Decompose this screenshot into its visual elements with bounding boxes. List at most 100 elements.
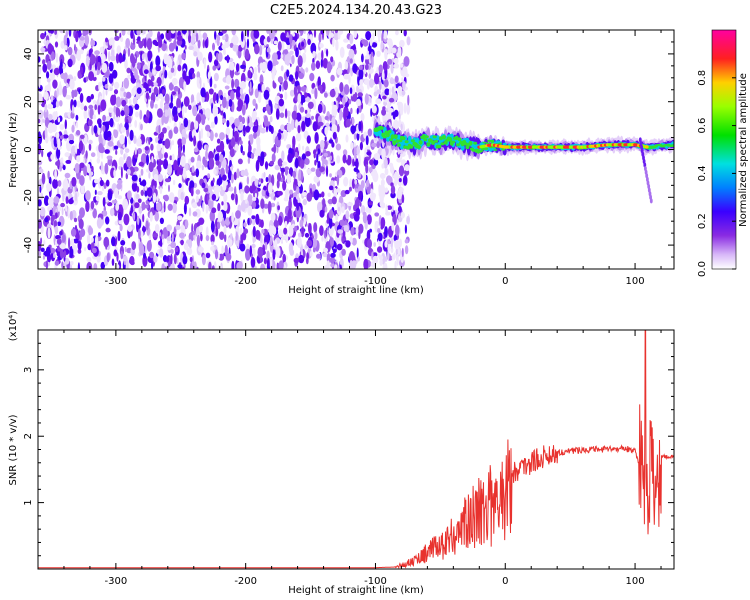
spectrogram-noise-blob bbox=[45, 246, 51, 257]
spectrogram-noise-blob bbox=[281, 150, 285, 162]
spectrogram-noise-blob bbox=[235, 193, 238, 206]
spectrogram-noise-blob bbox=[275, 135, 279, 147]
spectrogram-noise-blob bbox=[304, 109, 308, 114]
spectrogram-noise-blob bbox=[234, 186, 237, 197]
spectrogram-noise-blob bbox=[294, 225, 298, 232]
spectrogram-noise-blob bbox=[121, 30, 126, 36]
spectrogram-noise-blob bbox=[222, 118, 227, 124]
spectrogram-noise-blob bbox=[361, 39, 367, 45]
spectrogram-noise-blob bbox=[389, 164, 394, 174]
spectrogram-noise-blob bbox=[169, 155, 173, 161]
spectrogram-noise-blob bbox=[50, 153, 55, 161]
spectrogram-noise-blob bbox=[221, 245, 224, 255]
spectrogram-noise-blob bbox=[142, 213, 145, 223]
spectrogram-noise-blob bbox=[190, 187, 194, 197]
spectrogram-noise-blob bbox=[371, 55, 374, 68]
spectrogram-noise-blob bbox=[140, 168, 144, 176]
spectrogram-noise-blob bbox=[180, 191, 184, 201]
spectrogram-noise-blob bbox=[273, 40, 278, 45]
spectrogram-noise-blob bbox=[97, 125, 101, 136]
spectrogram-noise-blob bbox=[98, 122, 102, 128]
spectrogram-noise-blob bbox=[59, 247, 64, 259]
spectrogram-noise-blob bbox=[42, 63, 48, 73]
spectrogram-noise-blob bbox=[113, 81, 120, 89]
spectrogram-noise-blob bbox=[154, 210, 159, 222]
spectrogram-noise-blob bbox=[80, 184, 85, 194]
spectrogram-noise-blob bbox=[148, 171, 151, 179]
spectrogram-noise-blob bbox=[261, 229, 265, 234]
spectrogram-noise-blob bbox=[61, 234, 66, 243]
spectrogram-noise-blob bbox=[335, 143, 342, 151]
spectrogram-noise-blob bbox=[257, 246, 264, 259]
spectrogram-noise-blob bbox=[183, 96, 190, 107]
spectrogram-noise-blob bbox=[330, 252, 336, 258]
spectrogram-noise-blob bbox=[184, 105, 188, 114]
spectrogram-noise-blob bbox=[140, 51, 143, 62]
spectrogram-noise-blob bbox=[118, 52, 123, 64]
spectrogram-noise-blob bbox=[59, 165, 62, 172]
spectrogram-noise-blob bbox=[101, 62, 108, 73]
spectrogram-noise-blob bbox=[293, 257, 300, 264]
spectrogram-noise-blob bbox=[65, 94, 72, 100]
spectrogram-noise-blob bbox=[399, 104, 404, 116]
spectrogram-noise-blob bbox=[136, 30, 141, 36]
spectrogram-noise-blob bbox=[134, 103, 140, 110]
spectrogram-noise-blob bbox=[145, 92, 150, 100]
spectrogram-noise-blob bbox=[367, 128, 373, 137]
spectrogram-noise-blob bbox=[172, 202, 177, 214]
spectrogram-noise-blob bbox=[404, 224, 407, 234]
spectrogram-noise-blob bbox=[43, 91, 49, 101]
spectrogram-noise-blob bbox=[154, 103, 158, 109]
spectrogram-noise-blob bbox=[213, 72, 219, 82]
spectrogram-noise-blob bbox=[188, 207, 192, 217]
spectrogram-noise-blob bbox=[52, 111, 58, 121]
spectrogram-noise-blob bbox=[278, 229, 284, 238]
spectrogram-noise-blob bbox=[209, 130, 214, 142]
spectrogram-noise-blob bbox=[345, 134, 349, 143]
spectrogram-noise-blob bbox=[283, 227, 288, 235]
spectrogram-noise-blob bbox=[288, 225, 294, 237]
spectrogram-noise-blob bbox=[345, 240, 351, 248]
spectrogram-noise-blob bbox=[96, 157, 101, 164]
spectrogram-noise-blob bbox=[85, 190, 91, 201]
spectrogram-noise-blob bbox=[41, 149, 44, 158]
spectrogram-noise-blob bbox=[110, 94, 116, 106]
spectrogram-noise-blob bbox=[124, 148, 130, 154]
spectrogram-noise-blob bbox=[236, 168, 240, 179]
spectrogram-noise-blob bbox=[115, 202, 120, 211]
spectrogram-noise-blob bbox=[363, 258, 369, 269]
spectrogram-noise-blob bbox=[104, 149, 110, 154]
spectrogram-noise-blob bbox=[42, 59, 46, 65]
spectrogram-noise-blob bbox=[379, 184, 386, 196]
spectrogram-signal-blob bbox=[457, 137, 462, 141]
spectrogram-noise-blob bbox=[307, 38, 311, 46]
spectrogram-noise-blob bbox=[216, 138, 221, 144]
spectrogram-noise-blob bbox=[137, 215, 140, 226]
spectrogram-noise-blob bbox=[57, 221, 62, 227]
spectrogram-noise-blob bbox=[395, 30, 399, 36]
spectrogram-noise-blob bbox=[45, 260, 49, 269]
spectrogram-noise-blob bbox=[382, 61, 388, 71]
spectrogram-noise-blob bbox=[159, 248, 164, 258]
spectrogram-noise-blob bbox=[68, 198, 74, 205]
spectrogram-noise-blob bbox=[282, 180, 287, 191]
spectrogram-noise-blob bbox=[162, 127, 167, 134]
spectrogram-noise-blob bbox=[368, 73, 371, 79]
spectrogram-noise-blob bbox=[201, 116, 206, 126]
spectrogram-noise-blob bbox=[73, 238, 79, 244]
spectrogram-noise-blob bbox=[173, 85, 179, 92]
spectrogram-noise-blob bbox=[159, 187, 163, 195]
spectrogram-noise-blob bbox=[74, 192, 78, 202]
spectrogram-noise-blob bbox=[161, 263, 166, 269]
spectrogram-noise-blob bbox=[235, 231, 238, 242]
spectrogram-noise-blob bbox=[387, 38, 393, 45]
spectrogram-noise-blob bbox=[369, 78, 374, 88]
spectrogram-noise-blob bbox=[123, 153, 126, 161]
spectrogram-noise-blob bbox=[295, 71, 299, 80]
spectrogram-noise-blob bbox=[329, 257, 336, 264]
spectrogram-noise-blob bbox=[140, 189, 144, 196]
spectrogram-noise-blob bbox=[308, 223, 312, 234]
spectrogram-noise-blob bbox=[42, 255, 46, 260]
spectrogram-noise-blob bbox=[253, 132, 257, 139]
spectrogram-noise-blob bbox=[329, 173, 332, 178]
